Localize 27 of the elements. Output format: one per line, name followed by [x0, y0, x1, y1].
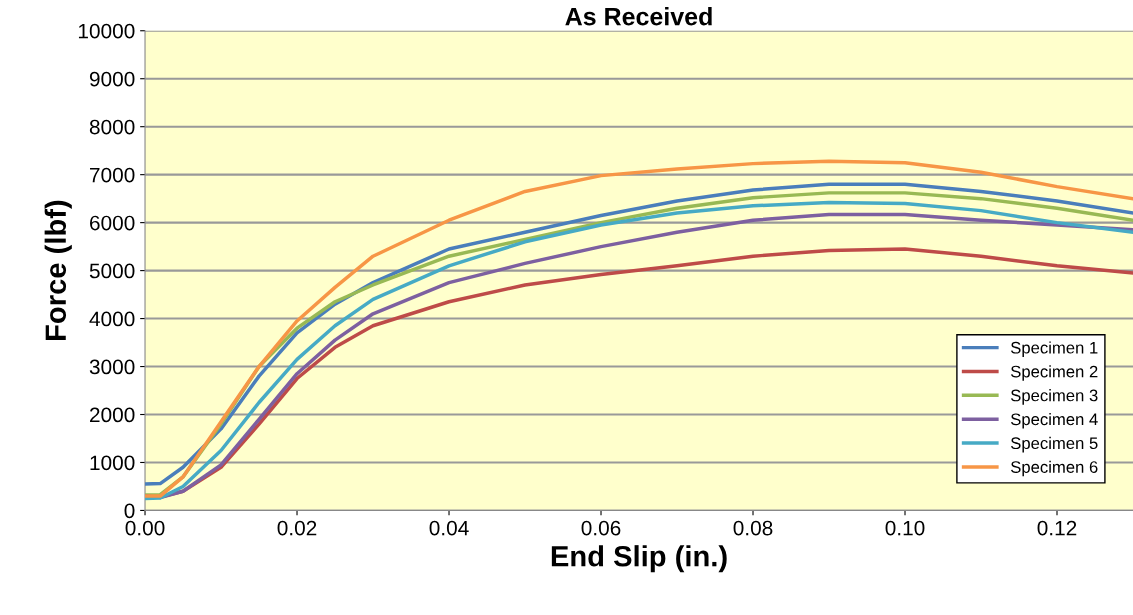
chart-title: As Received — [565, 7, 712, 26]
legend-label: Specimen 1 — [1010, 341, 1098, 357]
x-tick-label: 0.08 — [733, 520, 773, 536]
x-tick-label: 0.02 — [277, 520, 317, 536]
y-tick-label: 7000 — [90, 167, 135, 183]
legend-label: Specimen 3 — [1010, 389, 1098, 405]
y-tick-label: 5000 — [89, 263, 135, 279]
x-tick-label: 0.12 — [1037, 520, 1077, 536]
y-tick-label: 4000 — [89, 311, 135, 327]
legend-label: Specimen 6 — [1010, 460, 1098, 477]
y-tick-label: 1000 — [90, 455, 135, 471]
x-tick-label: 0.06 — [581, 520, 621, 536]
legend-label: Specimen 2 — [1010, 365, 1098, 381]
x-axis-title: End Slip (in.) — [551, 545, 727, 573]
legend-label: Specimen 4 — [1010, 412, 1098, 429]
x-tick-label: 0.04 — [429, 520, 469, 536]
legend-label: Specimen 5 — [1010, 436, 1098, 453]
y-tick-label: 6000 — [90, 215, 135, 231]
y-tick-label: 9000 — [89, 71, 135, 87]
y-tick-label: 3000 — [89, 359, 135, 375]
y-tick-label: 2000 — [90, 407, 135, 423]
y-tick-label: 10000 — [78, 23, 135, 39]
y-axis-title: Force (lbf) — [44, 200, 72, 340]
x-tick-label: 0.00 — [125, 520, 165, 536]
y-tick-label: 0 — [124, 503, 135, 519]
x-tick-label: 0.10 — [885, 520, 925, 536]
y-tick-label: 8000 — [89, 119, 135, 135]
